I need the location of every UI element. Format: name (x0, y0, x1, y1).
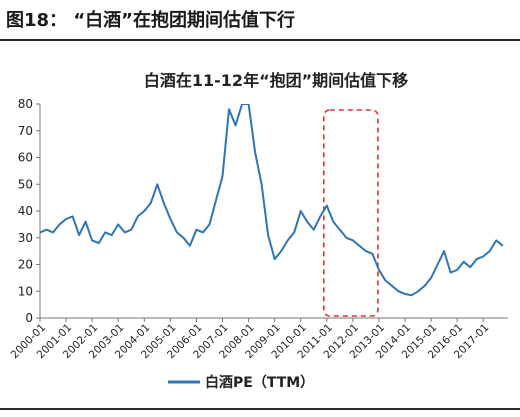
chart-title: 白酒在11-12年“抱团”期间估值下移 (144, 71, 408, 90)
y-tick-label: 50 (18, 177, 33, 191)
y-tick-label: 30 (18, 231, 33, 245)
bottom-rule (0, 408, 520, 410)
y-tick-label: 40 (18, 204, 33, 218)
series-layer (40, 104, 504, 297)
x-axis-ticks: 2000-012001-012002-012003-012004-012005-… (9, 318, 491, 361)
top-rule (0, 39, 520, 41)
y-axis-ticks: 0 10 20 30 40 50 60 70 80 (18, 97, 40, 325)
y-tick-label: 70 (18, 124, 33, 138)
legend-label: 白酒PE（TTM） (205, 374, 314, 391)
axes (39, 104, 508, 319)
y-tick-label: 10 (18, 284, 33, 298)
y-tick-label: 0 (25, 311, 33, 325)
legend: 白酒PE（TTM） (168, 374, 314, 391)
highlight-region (322, 109, 379, 317)
highlight-box (322, 109, 379, 317)
figure-title: 图18： “白酒”在抱团期间估值下行 (6, 10, 295, 31)
y-tick-label: 60 (18, 151, 33, 165)
y-tick-label: 20 (18, 258, 33, 272)
series-line-0 (40, 104, 504, 297)
y-tick-label: 80 (18, 97, 33, 111)
